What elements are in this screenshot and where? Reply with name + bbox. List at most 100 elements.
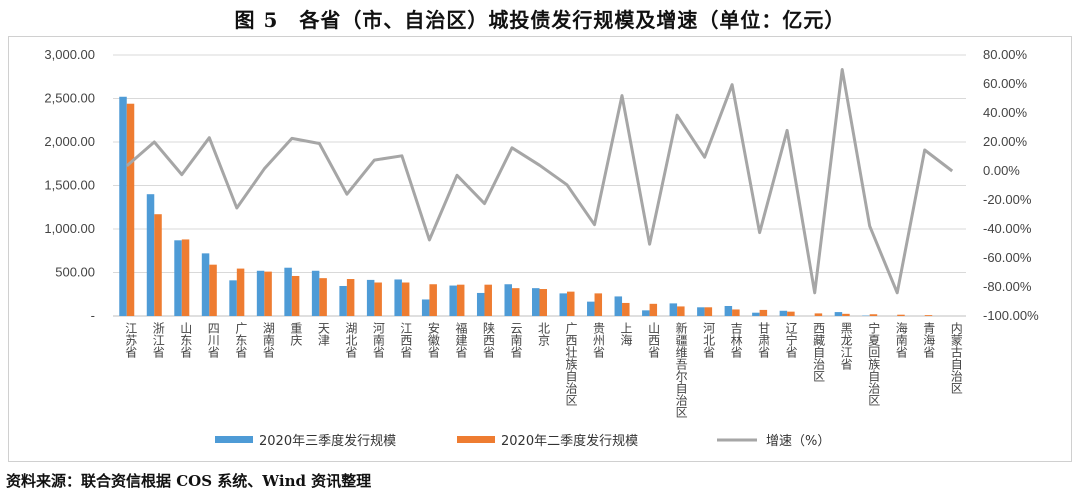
category-label: 云南省	[509, 322, 523, 358]
category-label: 天津	[316, 322, 330, 346]
bar-q3	[229, 280, 237, 316]
bar-q2	[677, 306, 685, 316]
bar-q2	[126, 103, 135, 316]
category-label: 河南省	[371, 322, 385, 358]
bar-q2	[842, 313, 850, 316]
category-label: 四川省	[206, 322, 220, 358]
bar-q2	[236, 268, 245, 316]
left-tick-label: 1,500.00	[44, 178, 95, 193]
growth-line-layer	[125, 68, 954, 295]
category-label: 辽宁省	[784, 322, 798, 358]
bar-q3	[256, 270, 265, 316]
category-label: 宁夏回族自治区	[867, 321, 881, 406]
left-tick-label: 500.00	[55, 265, 95, 280]
category-label: 新疆维吾尔自治区	[674, 321, 688, 418]
bar-q2	[346, 279, 355, 316]
category-label: 陕西省	[481, 321, 495, 358]
category-label: 甘肃省	[757, 322, 771, 358]
bar-q2	[456, 284, 465, 316]
left-tick-label: 2,000.00	[44, 134, 95, 149]
bar-q3	[559, 293, 568, 316]
bar-q2	[567, 291, 575, 316]
right-tick-label: -40.00%	[983, 221, 1032, 236]
bar-q3	[697, 307, 705, 316]
bar-q2	[291, 275, 300, 316]
gridlines	[113, 54, 966, 317]
category-label: 浙江省	[151, 322, 165, 358]
category-label: 重庆	[289, 322, 303, 346]
right-tick-label: -20.00%	[983, 192, 1032, 207]
bar-q2	[181, 239, 190, 316]
left-axis-ticks: - 500.00 1,000.00 1,500.00 2,000.00 2,500.00 3…	[44, 47, 95, 323]
left-tick-label: 1,000.00	[44, 221, 95, 236]
bar-q2	[897, 314, 905, 316]
legend: 2020年三季度发行规模 2020年二季度发行规模 增速（%）	[215, 433, 830, 449]
bar-q3	[642, 310, 650, 316]
right-axis-ticks: -100.00% -80.00% -60.00% -40.00% -20.00% 0.00…	[983, 47, 1039, 323]
category-label: 湖南省	[261, 321, 275, 358]
category-label: 内蒙古自治区	[949, 322, 963, 394]
bar-q3	[284, 267, 292, 316]
bar-q3	[669, 303, 678, 316]
left-tick-label: -	[91, 308, 95, 323]
category-label: 上海	[619, 322, 633, 346]
bar-q3	[752, 312, 760, 316]
bar-q3	[834, 312, 843, 316]
bar-q2	[594, 293, 603, 316]
category-labels: 江苏省 浙江省 山东省 四川省 广东省 湖南省 重庆 天津 湖北省 河南省 江西省 安徽省 福建省 陕西省…	[124, 321, 963, 418]
category-label: 山东省	[179, 322, 193, 358]
right-tick-label: 60.00%	[983, 76, 1028, 91]
chart-title: 图 5 各省（市、自治区）城投债发行规模及增速（单位：亿元）	[234, 8, 846, 32]
bar-q3	[174, 240, 182, 316]
bar-q2	[511, 288, 520, 316]
category-label: 海南省	[894, 321, 908, 358]
bar-q2	[869, 314, 878, 316]
legend-label-series2: 2020年二季度发行规模	[501, 433, 638, 449]
bar-q2	[814, 313, 823, 316]
category-label: 贵州省	[592, 322, 606, 358]
left-tick-label: 3,000.00	[44, 47, 95, 62]
chart-frame	[8, 36, 1072, 462]
right-tick-label: 80.00%	[983, 47, 1028, 62]
bar-q2	[264, 271, 272, 316]
right-tick-label: -60.00%	[983, 250, 1032, 265]
bar-q3	[421, 299, 430, 316]
bar-q2	[759, 309, 768, 316]
bar-q3	[724, 305, 733, 316]
bar-q2	[374, 282, 382, 316]
category-label: 江西省	[399, 322, 413, 358]
category-label: 北京	[537, 322, 551, 347]
bar-q3	[504, 284, 512, 316]
legend-label-growth: 增速（%）	[766, 434, 830, 449]
source-note: 资料来源：联合资信根据 COS 系统、Wind 资讯整理	[6, 472, 372, 490]
legend-swatch-series2	[457, 436, 495, 443]
bar-q2	[429, 284, 437, 316]
bar-q2	[401, 282, 410, 316]
bar-q2	[787, 311, 795, 316]
category-label: 吉林省	[729, 322, 743, 358]
bar-q3	[394, 279, 402, 316]
bar-q3	[201, 253, 210, 316]
bar-q3	[311, 270, 320, 316]
bar-q3	[779, 310, 788, 316]
bar-q2	[154, 214, 162, 316]
bar-q3	[119, 96, 127, 316]
category-label: 西藏自治区	[812, 322, 826, 382]
bar-q3	[366, 279, 375, 316]
left-tick-label: 2,500.00	[44, 91, 95, 106]
category-label: 黑龙江省	[839, 322, 853, 370]
bar-q2	[484, 284, 492, 316]
right-tick-label: -100.00%	[983, 308, 1039, 323]
legend-swatch-series1	[215, 436, 253, 443]
legend-label-series1: 2020年三季度发行规模	[259, 433, 396, 449]
category-label: 广东省	[234, 322, 248, 358]
category-label: 福建省	[454, 321, 468, 358]
bar-q2	[539, 289, 547, 316]
bar-q3	[614, 296, 623, 316]
bar-q2	[649, 303, 658, 316]
category-label: 青海省	[922, 322, 936, 358]
bar-q2	[704, 307, 713, 316]
bar-q3	[146, 194, 155, 316]
bar-q3	[339, 285, 347, 316]
bar-q3	[532, 288, 540, 316]
